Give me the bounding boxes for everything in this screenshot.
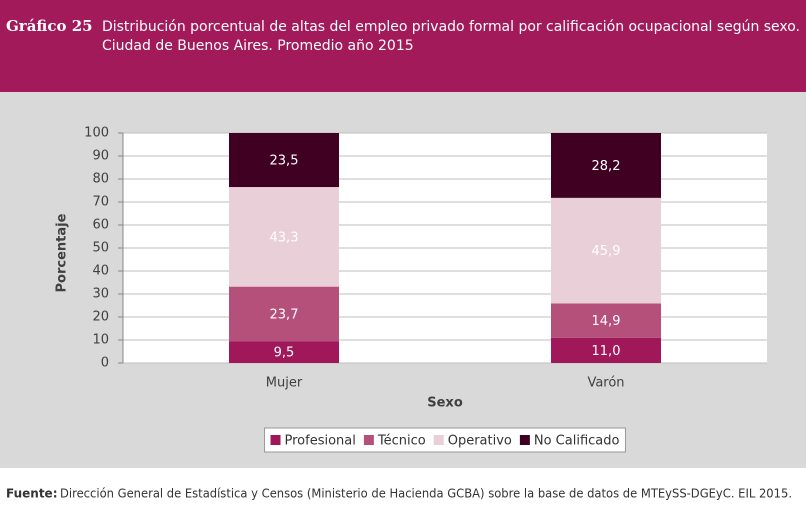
bar-segment	[551, 337, 661, 363]
bar-segment	[229, 133, 339, 188]
y-tick-label: 60	[92, 218, 109, 233]
bar-segment	[229, 286, 339, 342]
value-label: 43,3	[270, 230, 299, 245]
value-label: 23,5	[270, 154, 299, 169]
title-line: Distribución porcentual de altas del emp…	[102, 19, 800, 35]
bar-segment	[551, 133, 661, 198]
title-line: Ciudad de Buenos Aires. Promedio año 201…	[102, 38, 414, 54]
legend-swatch	[519, 435, 530, 445]
legend-box	[264, 427, 626, 453]
value-label: 45,9	[592, 244, 621, 259]
y-tick-label: 80	[92, 172, 109, 187]
bar-segment	[229, 341, 339, 363]
x-axis-title: Sexo	[427, 396, 463, 411]
value-label: 9,5	[274, 346, 295, 361]
y-tick-label: 50	[92, 241, 109, 256]
value-label: 11,0	[592, 344, 621, 359]
legend-label: Operativo	[448, 434, 512, 449]
figure-number: Gráfico 25	[6, 17, 93, 35]
legend-swatch	[363, 435, 374, 445]
y-tick-label: 20	[92, 310, 109, 325]
bar-segment	[229, 187, 339, 287]
y-tick-label: 90	[92, 149, 109, 164]
x-tick-label: Varón	[587, 376, 624, 391]
y-tick-label: 0	[101, 356, 109, 371]
y-tick-label: 100	[84, 126, 109, 141]
value-label: 14,9	[592, 314, 621, 329]
value-label: 23,7	[270, 307, 299, 322]
y-tick-label: 70	[92, 195, 109, 210]
x-tick-label: Mujer	[266, 376, 303, 391]
y-axis-title: Porcentaje	[55, 213, 70, 292]
header-band	[0, 0, 806, 92]
source-label: Fuente:	[6, 487, 58, 501]
y-tick-label: 30	[92, 287, 109, 302]
bar-segment	[551, 303, 661, 338]
legend-label: Profesional	[285, 434, 356, 449]
legend-label: Técnico	[377, 434, 426, 449]
legend-swatch	[270, 435, 281, 445]
bar-segment	[551, 197, 661, 304]
y-tick-label: 10	[92, 333, 109, 348]
legend: Profesional Técnico Operativo No Calificado	[264, 427, 626, 453]
legend-label: No Calificado	[534, 434, 620, 449]
legend-swatch	[433, 435, 444, 445]
value-label: 28,2	[592, 159, 621, 174]
source-text: Dirección General de Estadística y Censo…	[60, 487, 792, 501]
y-tick-label: 40	[92, 264, 109, 279]
